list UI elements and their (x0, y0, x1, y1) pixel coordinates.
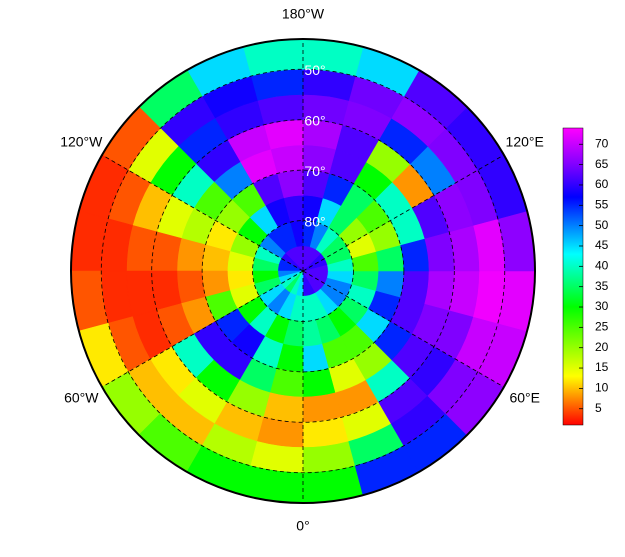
map-border (70, 38, 536, 504)
latitude-label: 80° (304, 213, 325, 229)
heatmap-cells (70, 38, 536, 504)
colorbar-tick-label: 20 (595, 340, 609, 354)
colorbar-tick-label: 35 (595, 279, 609, 293)
colorbar-tick-label: 40 (595, 259, 609, 273)
heatmap-cell (151, 270, 182, 311)
colorbar-tick-label: 55 (595, 197, 609, 211)
heatmap-cell (263, 119, 304, 150)
colorbar-tick-label: 45 (595, 238, 609, 252)
longitude-label: 180°W (282, 6, 325, 22)
latitude-label: 70° (304, 163, 325, 179)
colorbar-tick-label: 10 (595, 381, 609, 395)
colorbar-tick-label: 15 (595, 360, 609, 374)
colorbar-tick-label: 60 (595, 177, 609, 191)
heatmap-cell (424, 270, 455, 311)
heatmap-cell (151, 231, 182, 272)
meridian-line (302, 154, 505, 272)
meridian-line (101, 270, 304, 388)
latitude-label: 60° (304, 112, 325, 128)
heatmap-cell (302, 392, 343, 423)
colorbar-tick-label: 5 (595, 401, 602, 415)
latitude-circle (100, 68, 506, 474)
colorbar (562, 127, 584, 426)
meridian-line (302, 270, 505, 388)
colorbar-tick-label: 50 (595, 218, 609, 232)
colorbar-tick-label: 70 (595, 136, 609, 150)
heatmap-cell (424, 231, 455, 272)
longitude-label: 60°W (64, 390, 99, 406)
heatmap-cell (263, 392, 304, 423)
latitude-label: 50° (304, 62, 325, 78)
longitude-label: 60°E (509, 390, 540, 406)
colorbar-tick-label: 30 (595, 299, 609, 313)
longitude-label: 120°W (60, 134, 103, 150)
latitude-circle (201, 169, 405, 373)
meridian-line (101, 154, 304, 272)
colorbar-tick-label: 65 (595, 157, 609, 171)
longitude-label: 0° (296, 518, 309, 534)
latitude-circle (151, 119, 455, 423)
colorbar-tick-label: 25 (595, 320, 609, 334)
longitude-label: 120°E (506, 134, 544, 150)
